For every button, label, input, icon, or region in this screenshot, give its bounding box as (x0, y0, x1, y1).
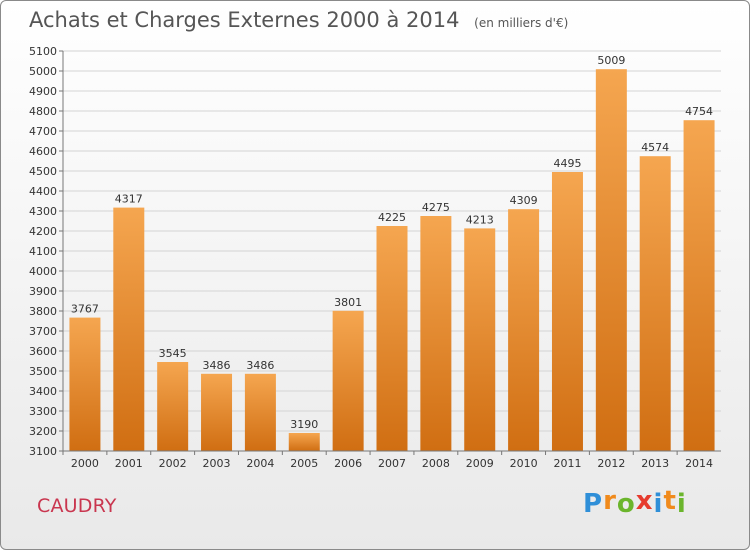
logo-letter: P (583, 489, 604, 519)
city-name: CAUDRY (37, 495, 117, 517)
logo-letter: t (663, 486, 677, 516)
y-tick-label: 4200 (29, 225, 57, 238)
value-label: 3545 (159, 347, 187, 360)
y-tick-label: 3300 (29, 405, 57, 418)
x-tick-label: 2003 (203, 457, 231, 470)
value-label: 4275 (422, 201, 450, 214)
value-label: 4225 (378, 211, 406, 224)
bar-2011 (551, 172, 583, 451)
y-tick-label: 3100 (29, 445, 57, 458)
logo-letter: o (616, 489, 636, 519)
y-tick-label: 3400 (29, 385, 57, 398)
bar-2000 (69, 317, 101, 451)
x-tick-label: 2007 (378, 457, 406, 470)
proxiti-logo: Proxiti (583, 486, 687, 519)
y-tick-label: 4600 (29, 145, 57, 158)
bar-2010 (508, 209, 540, 451)
logo-letter: x (635, 486, 654, 516)
y-tick-label: 3700 (29, 325, 57, 338)
y-tick-label: 4000 (29, 265, 57, 278)
y-tick-label: 3600 (29, 345, 57, 358)
x-tick-label: 2011 (553, 457, 581, 470)
x-tick-label: 2001 (115, 457, 143, 470)
bar-2006 (332, 310, 364, 451)
y-tick-label: 4800 (29, 105, 57, 118)
x-tick-label: 2010 (510, 457, 538, 470)
chart-subtitle: (en milliers d'€) (474, 16, 569, 30)
y-tick-label: 5000 (29, 65, 57, 78)
value-label: 3190 (290, 418, 318, 431)
x-tick-label: 2004 (246, 457, 274, 470)
value-label: 4574 (641, 141, 669, 154)
x-tick-label: 2006 (334, 457, 362, 470)
value-label: 3486 (203, 359, 231, 372)
value-label: 4754 (685, 105, 713, 118)
value-label: 3767 (71, 303, 99, 316)
bar-2014 (683, 120, 715, 451)
x-tick-label: 2009 (466, 457, 494, 470)
x-tick-label: 2012 (597, 457, 625, 470)
value-label: 4495 (553, 157, 581, 170)
chart-title-text: Achats et Charges Externes 2000 à 2014 (29, 8, 460, 32)
y-tick-label: 4100 (29, 245, 57, 258)
chart-title: Achats et Charges Externes 2000 à 2014 (… (29, 8, 568, 32)
bar-2004 (244, 373, 276, 451)
bar-2003 (201, 373, 233, 451)
logo-letter: r (603, 486, 617, 516)
y-tick-label: 3800 (29, 305, 57, 318)
y-tick-label: 4300 (29, 205, 57, 218)
logo-letter: i (676, 489, 687, 519)
value-label: 3801 (334, 296, 362, 309)
bar-2001 (113, 207, 145, 451)
y-tick-label: 4700 (29, 125, 57, 138)
bar-2007 (376, 226, 408, 451)
bar-2013 (639, 156, 671, 451)
y-tick-label: 4900 (29, 85, 57, 98)
y-tick-label: 3900 (29, 285, 57, 298)
bars: 3767 4317 3545 3486 3486 3190 3801 4225 4275 4213… (69, 54, 715, 451)
value-label: 4213 (466, 213, 494, 226)
x-tick-label: 2005 (290, 457, 318, 470)
x-tick-label: 2002 (159, 457, 187, 470)
y-tick-label: 4500 (29, 165, 57, 178)
x-tick-label: 2013 (641, 457, 669, 470)
y-axis: 3100 3200 3300 3400 3500 3600 3700 3800 3900 4000… (29, 45, 64, 458)
bar-2002 (157, 362, 189, 451)
x-tick-label: 2000 (71, 457, 99, 470)
y-tick-label: 3500 (29, 365, 57, 378)
x-tick-label: 2008 (422, 457, 450, 470)
value-label: 4309 (510, 194, 538, 207)
value-label: 4317 (115, 193, 143, 206)
x-tick-label: 2014 (685, 457, 713, 470)
bar-2012 (595, 69, 627, 451)
y-tick-label: 3200 (29, 425, 57, 438)
logo-letter: i (653, 489, 664, 519)
value-label: 5009 (597, 54, 625, 67)
bar-2005 (288, 433, 320, 451)
y-tick-label: 5100 (29, 45, 57, 58)
value-label: 3486 (246, 359, 274, 372)
bar-2009 (464, 228, 496, 451)
x-axis: 2000 2001 2002 2003 2004 2005 2006 2007 2008 2009… (62, 450, 721, 470)
bar-2008 (420, 216, 452, 451)
y-tick-label: 4400 (29, 185, 57, 198)
